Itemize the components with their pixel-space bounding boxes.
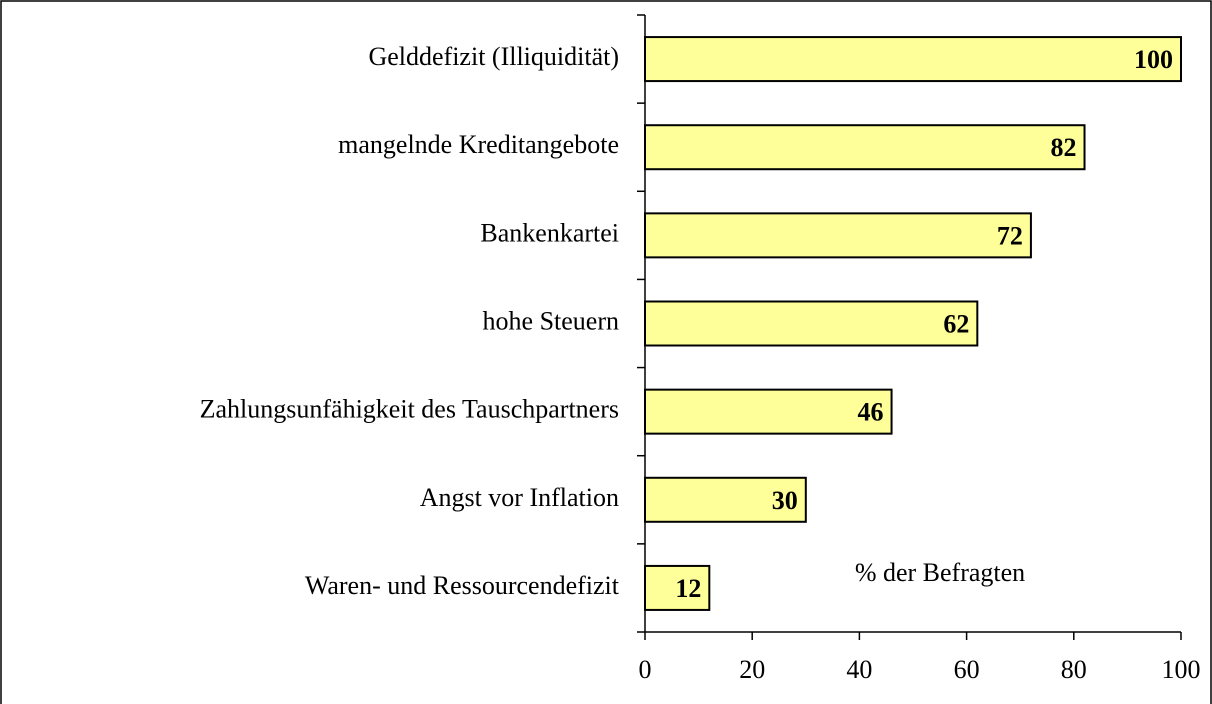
x-tick-label: 0: [639, 655, 652, 684]
x-tick-label: 80: [1061, 655, 1087, 684]
x-tick-label: 100: [1162, 655, 1201, 684]
x-tick-label: 40: [846, 655, 872, 684]
x-tick-label: 20: [739, 655, 765, 684]
bar: [644, 564, 711, 611]
bar: [644, 300, 979, 347]
value-label: 12: [675, 574, 701, 603]
value-label: 72: [997, 221, 1023, 250]
bar: [644, 36, 1182, 83]
value-label: 46: [858, 398, 884, 427]
y-tick-label: Zahlungsunfähigkeit des Tauschpartners: [200, 395, 619, 424]
bar: [644, 388, 893, 435]
value-label: 82: [1051, 133, 1077, 162]
bar: [644, 212, 1032, 259]
bar: [644, 124, 1086, 171]
x-tick-label: 60: [954, 655, 980, 684]
value-label: 100: [1134, 45, 1173, 74]
y-tick-label: Angst vor Inflation: [420, 483, 619, 512]
value-label: 30: [772, 486, 798, 515]
bar: [644, 476, 807, 523]
y-tick-label: Waren- und Ressourcendefizit: [305, 571, 620, 600]
y-tick-label: Bankenkartei: [480, 218, 619, 247]
y-tick-label: mangelnde Kreditangebote: [338, 130, 619, 159]
y-tick-label: Gelddefizit (Illiquidität): [368, 42, 619, 71]
y-tick-label: hohe Steuern: [483, 306, 619, 335]
value-label: 62: [943, 309, 969, 338]
annotation: % der Befragten: [855, 558, 1025, 587]
